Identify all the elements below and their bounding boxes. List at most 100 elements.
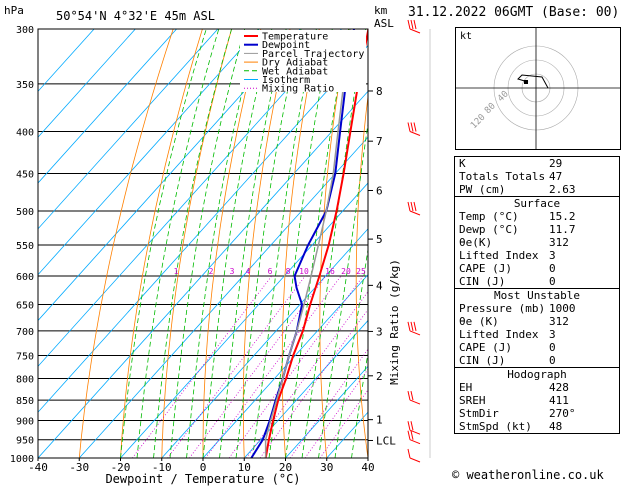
legend-entry: Parcel Trajectory [262,49,364,60]
wind-barb-feather [407,19,411,30]
pressure-tick-label: 400 [16,128,34,139]
height-tick-label: 2 [376,370,383,383]
series-temperature [264,29,368,458]
mixing-ratio-label: 16 [325,267,335,276]
height-tick-label: 1 [376,414,383,427]
surface-cape-value: 0 [549,262,556,275]
dry-adiabat-line [355,93,368,458]
wind-barb-staff [409,399,421,405]
mixing-ratio-line [289,348,368,458]
legend-entry: Temperature [262,32,328,43]
dry-adiabat-line [242,29,291,458]
hodograph-section: Hodograph EH 428 SREH 411 StmDir 270° StmSp… [455,367,619,433]
temperature-tick-label: 0 [200,461,207,474]
height-tick-label: 3 [376,325,383,338]
stmdir-label: StmDir [459,407,499,420]
wind-barb-feather [413,201,417,212]
wind-barb-feather [407,321,411,332]
mixing-ratio-line [259,308,368,458]
legend-entry: Wet Adiabat [262,66,328,77]
credit-text: © weatheronline.co.uk [452,468,604,482]
mixing-ratio-line [228,275,364,458]
legend-entry: Mixing Ratio [262,84,334,95]
wind-barbs [407,19,431,463]
mu-theta-label: θe (K) [459,315,499,328]
mu-li-label: Lifted Index [459,328,539,341]
mixing-ratio-label: 8 [286,267,291,276]
k-value: 29 [549,157,563,170]
dry-adiabat-line [426,29,451,458]
isotherm-line [285,365,368,458]
stmspd-value: 48 [549,420,563,433]
isotherm-line [38,29,136,138]
stmdir-value: 270° [549,407,576,420]
wet-adiabat-line [202,29,273,458]
surface-section: Surface Temp (°C) 15.2 Dewp (°C) 11.7 θe(K… [455,196,619,288]
pressure-tick-label: 600 [16,272,34,283]
pressure-tick-label: 450 [16,169,34,180]
wind-barb-feather [410,430,414,440]
mixing-ratio-line [205,275,342,458]
wind-barb-feather [413,321,417,332]
surface-temp-value: 15.2 [549,210,576,223]
wind-barb-feather [407,390,411,401]
mixing-ratio-line [167,275,306,458]
chart-grid [38,29,451,458]
wind-barb-staff [409,330,421,336]
wind-barb-staff [409,439,421,445]
pressure-tick-label: 550 [16,241,34,252]
isotherm-line [161,228,368,458]
km-label: km [374,4,388,17]
mu-cin-label: CIN (J) [459,354,506,367]
height-tick-label: LCL [376,434,396,447]
tt-value: 47 [549,170,563,183]
wind-barb [407,321,421,336]
mixing-ratio-axis-title: Mixing Ratio (g/kg) [388,259,401,385]
wet-adiabat-line [120,29,207,458]
mixing-ratio-label: 2 [209,267,214,276]
hodograph-title: Hodograph [507,368,567,381]
wind-barb [407,448,421,463]
pressure-tick-label: 750 [16,351,34,362]
wind-barb [407,201,421,216]
wind-barb-staff [409,457,421,463]
hodograph-kt-label: kt [460,31,472,42]
isotherm-line [38,29,301,322]
wind-barb-feather [410,321,414,332]
mixing-ratio-line [189,275,327,458]
hodo-ring-label-80: 80 [483,101,498,116]
pressure-tick-label: 900 [16,416,34,427]
wet-adiabat-line [334,246,368,458]
wind-barb-feather [410,421,414,431]
surface-dewp-label: Dewp (°C) [459,223,519,236]
k-label: K [459,157,466,170]
dry-adiabat-line [319,29,349,458]
wind-barb-feather [407,448,411,459]
wind-barb-feather [413,19,417,30]
pw-value: 2.63 [549,183,576,196]
mu-pressure-value: 1000 [549,302,576,315]
mixing-ratio-labels: 1 2 3 4 6 8 10 16 20 25 [174,267,366,276]
isotherm-line [202,274,368,458]
mu-theta-value: 312 [549,315,569,328]
surface-theta-value: 312 [549,236,569,249]
wet-adiabat-line [153,29,232,458]
wind-barb-feather [413,122,417,132]
wind-barb [407,430,421,445]
profile-lines [250,29,368,458]
pressure-tick-label: 850 [16,396,34,407]
wind-barb-staff [409,28,421,34]
asl-label: ASL [374,17,394,30]
mu-pressure-label: Pressure (mb) [459,302,546,315]
wind-barb-feather [410,122,414,132]
mu-cape-value: 0 [549,341,556,354]
dry-adiabat-line [392,29,410,458]
wind-barb [407,390,421,405]
mixing-ratio-label: 10 [299,267,309,276]
surface-theta-label: θe(K) [459,236,493,249]
wind-barb-feather [410,19,414,30]
isotherm-line [78,136,368,458]
pressure-tick-label: 300 [16,25,34,36]
mu-cape-label: CAPE (J) [459,341,512,354]
